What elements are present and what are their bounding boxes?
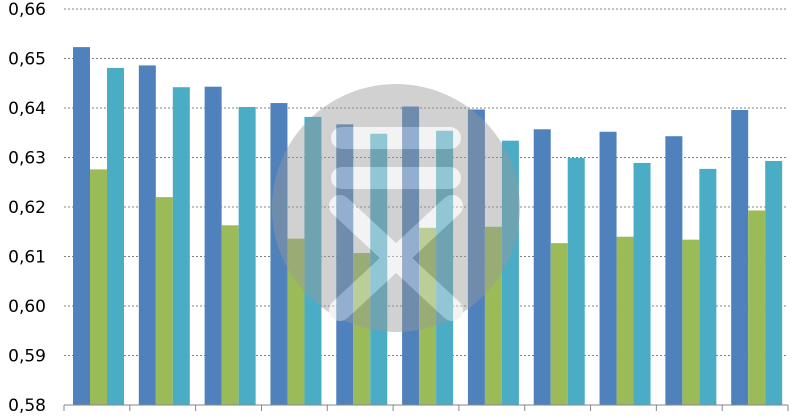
bar bbox=[567, 157, 585, 405]
bar bbox=[221, 225, 239, 405]
bar bbox=[633, 162, 651, 405]
bar bbox=[748, 210, 766, 405]
bar bbox=[501, 140, 519, 406]
bar bbox=[599, 131, 617, 405]
y-tick-label: 0,60 bbox=[8, 297, 46, 317]
bar bbox=[765, 160, 783, 405]
bar-series bbox=[73, 47, 783, 406]
y-tick-label: 0,66 bbox=[8, 0, 46, 20]
y-tick-label: 0,58 bbox=[8, 396, 46, 416]
y-tick-label: 0,63 bbox=[8, 149, 46, 169]
bar bbox=[172, 87, 190, 406]
bar bbox=[419, 227, 437, 405]
bar bbox=[550, 243, 568, 405]
y-axis-tick-labels: 0,58 0,59 0,60 0,61 0,62 0,63 0,64 0,65 0,66 bbox=[8, 0, 46, 416]
bar bbox=[533, 129, 551, 405]
bar bbox=[731, 109, 749, 405]
bar bbox=[370, 133, 388, 406]
bar bbox=[402, 106, 420, 405]
bar bbox=[304, 116, 322, 405]
bar bbox=[682, 239, 700, 405]
bar bbox=[138, 65, 156, 406]
circle-logo-watermark-icon bbox=[272, 84, 520, 332]
bar bbox=[270, 103, 288, 406]
bar bbox=[204, 86, 222, 405]
y-tick-label: 0,62 bbox=[8, 198, 46, 218]
bar bbox=[484, 226, 502, 405]
x-axis bbox=[63, 404, 789, 411]
bar bbox=[155, 197, 173, 405]
bar bbox=[90, 169, 107, 405]
bar bbox=[699, 168, 717, 405]
bar bbox=[336, 124, 354, 406]
y-tick-label: 0,64 bbox=[8, 99, 46, 119]
bar bbox=[73, 47, 90, 406]
bar bbox=[287, 238, 305, 405]
bar bbox=[665, 136, 683, 405]
bar bbox=[353, 253, 371, 405]
y-tick-label: 0,59 bbox=[8, 347, 46, 367]
bar bbox=[238, 107, 256, 405]
y-tick-label: 0,65 bbox=[8, 50, 46, 70]
bar bbox=[436, 130, 454, 405]
bar bbox=[467, 109, 485, 406]
bar bbox=[107, 67, 124, 405]
bar bbox=[616, 236, 634, 405]
y-tick-label: 0,61 bbox=[8, 248, 46, 268]
